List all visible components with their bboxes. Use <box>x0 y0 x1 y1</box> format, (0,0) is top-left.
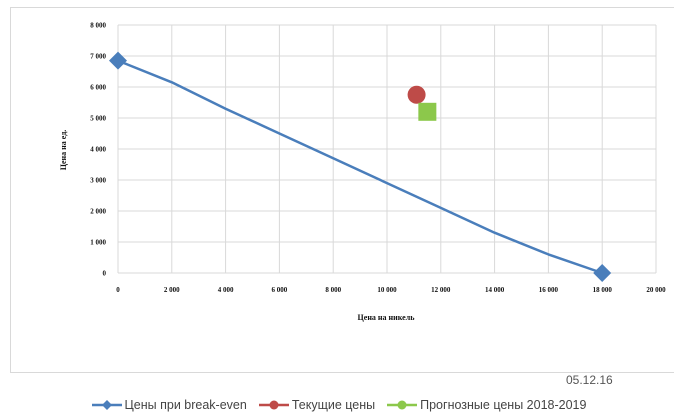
data-point-break-even <box>109 51 127 70</box>
legend-item-current[interactable]: Текущие цены <box>258 397 376 412</box>
date-label: 05.12.16 <box>566 373 613 387</box>
legend: Цены при break-even Текущие цены Прогноз… <box>0 396 678 413</box>
tick-labels: 0 1 000 2 000 3 000 4 000 5 000 6 000 7 000 8 00… <box>90 22 666 295</box>
y-tick-label: 3 000 <box>90 177 106 185</box>
y-tick-label: 6 000 <box>90 84 106 92</box>
y-tick-label: 1 000 <box>90 239 106 247</box>
data-point-current <box>407 85 426 104</box>
x-tick-label: 8 000 <box>325 286 341 294</box>
legend-item-break-even[interactable]: Цены при break-even <box>91 397 247 412</box>
legend-label-forecast: Прогнозные цены 2018-2019 <box>420 397 587 412</box>
x-tick-label: 4 000 <box>218 286 234 294</box>
legend-label-current: Текущие цены <box>291 397 376 412</box>
y-tick-label: 0 <box>103 270 107 278</box>
legend-label-break-even: Цены при break-even <box>124 397 247 412</box>
x-tick-label: 18 000 <box>593 286 613 294</box>
series-line-break-even <box>117 59 603 275</box>
legend-key-break-even <box>91 399 122 410</box>
y-axis-title: Цена на ед. <box>59 130 68 170</box>
series-layer <box>109 51 612 282</box>
data-point-break-even <box>593 264 612 282</box>
x-axis-title: Цена на никель <box>358 313 416 322</box>
legend-key-forecast <box>387 400 418 409</box>
y-tick-label: 2 000 <box>90 208 106 216</box>
data-point-forecast <box>418 102 437 121</box>
y-tick-label: 7 000 <box>90 53 106 61</box>
y-tick-label: 4 000 <box>90 146 106 154</box>
legend-item-forecast[interactable]: Прогнозные цены 2018-2019 <box>387 398 586 412</box>
y-tick-label: 8 000 <box>90 22 106 30</box>
grid-lines <box>117 24 657 274</box>
legend-key-current <box>258 400 289 409</box>
x-tick-label: 16 000 <box>539 286 559 294</box>
x-tick-label: 2 000 <box>164 286 180 294</box>
x-tick-label: 20 000 <box>646 286 666 294</box>
y-tick-label: 5 000 <box>90 115 106 123</box>
x-tick-label: 6 000 <box>272 286 288 294</box>
x-tick-label: 0 <box>116 286 120 294</box>
x-tick-label: 12 000 <box>431 286 451 294</box>
x-tick-label: 14 000 <box>485 286 505 294</box>
x-tick-label: 10 000 <box>377 286 397 294</box>
chart-frame <box>10 7 674 373</box>
